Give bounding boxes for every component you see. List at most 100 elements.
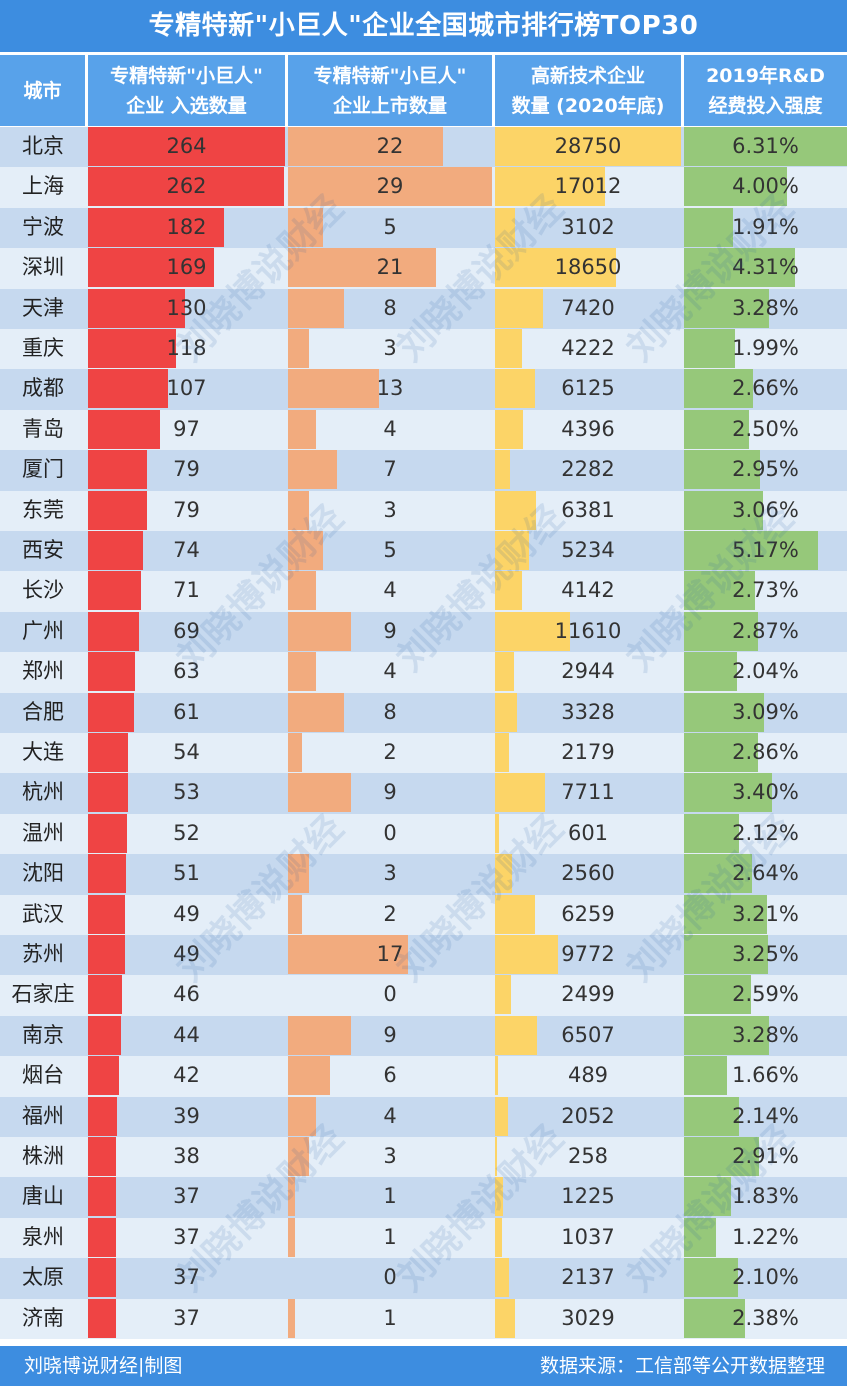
listed-cell: 8: [288, 692, 492, 732]
rd-value: 2.10%: [732, 1265, 799, 1290]
hightech-value: 4222: [561, 336, 615, 360]
hightech-cell: 6381: [495, 490, 681, 530]
selected-bar: [88, 935, 125, 974]
rd-bar: [684, 207, 734, 247]
listed-value: 2: [383, 740, 397, 764]
rd-cell: 4.00%: [684, 167, 847, 207]
city-name: 太原: [22, 1265, 64, 1290]
rd-bar: [684, 773, 772, 813]
hightech-bar: [495, 409, 524, 449]
rd-bar: [684, 1096, 740, 1136]
footer-credit: 刘晓博说财经|制图: [24, 1355, 183, 1377]
listed-value: 2: [383, 901, 397, 926]
listed-cell: 2: [288, 894, 492, 934]
listed-bar: [288, 935, 408, 974]
selected-bar: [88, 531, 144, 570]
selected-cell: 38: [88, 1137, 285, 1176]
listed-cell: 4: [288, 409, 492, 449]
rd-value: 2.66%: [732, 376, 799, 401]
hightech-value: 2499: [561, 982, 615, 1007]
rd-value: 3.21%: [732, 901, 799, 926]
listed-bar: [288, 611, 352, 651]
hightech-cell: 2052: [495, 1096, 681, 1136]
city-name: 厦门: [22, 457, 64, 482]
listed-value: 0: [383, 982, 397, 1007]
selected-cell: 49: [88, 894, 285, 934]
listed-cell: 9: [288, 1015, 492, 1055]
selected-bar: [88, 490, 147, 530]
hightech-cell: 18650: [495, 248, 681, 288]
header-listed-line2: 企业上市数量: [332, 94, 447, 117]
listed-value: 4: [383, 1103, 397, 1128]
rd-value: 1.22%: [732, 1224, 799, 1249]
selected-value: 79: [173, 457, 200, 482]
rd-cell: 3.40%: [684, 773, 847, 813]
header-selected: 专精特新"小巨人" 企业 入选数量: [88, 55, 285, 126]
selected-value: 46: [173, 982, 200, 1007]
header-hightech-line1: 高新技术企业: [530, 64, 645, 87]
hightech-bar: [495, 1217, 502, 1257]
selected-cell: 42: [88, 1056, 285, 1096]
hightech-bar: [495, 611, 571, 651]
rd-cell: 2.10%: [684, 1258, 847, 1298]
city-name: 杭州: [22, 780, 64, 805]
rd-value: 6.31%: [732, 134, 799, 158]
header-hightech-line2: 数量 (2020年底): [511, 94, 665, 117]
hightech-bar: [495, 369, 535, 409]
listed-bar: [288, 1137, 310, 1176]
hightech-cell: 6259: [495, 894, 681, 934]
city-name: 沈阳: [22, 861, 64, 886]
selected-bar: [88, 773, 128, 813]
listed-bar: [288, 1298, 296, 1338]
table-row: 东莞 79 3 6381 3.06%: [0, 490, 847, 531]
selected-cell: 37: [88, 1298, 285, 1338]
selected-value: 51: [173, 861, 200, 886]
rd-cell: 3.09%: [684, 692, 847, 732]
selected-bar: [88, 1137, 117, 1176]
rd-bar: [684, 935, 768, 974]
table-row: 合肥 61 8 3328 3.09%: [0, 692, 847, 733]
city-name: 东莞: [22, 497, 64, 522]
selected-cell: 51: [88, 854, 285, 894]
listed-cell: 0: [288, 975, 492, 1014]
selected-cell: 52: [88, 813, 285, 853]
rd-cell: 5.17%: [684, 531, 847, 570]
selected-cell: 118: [88, 329, 285, 368]
hightech-cell: 258: [495, 1137, 681, 1176]
city-name: 天津: [22, 295, 64, 320]
listed-cell: 2: [288, 733, 492, 772]
hightech-cell: 7420: [495, 288, 681, 328]
rd-bar: [684, 1137, 760, 1176]
listed-value: 3: [383, 861, 397, 886]
hightech-cell: 1225: [495, 1177, 681, 1217]
listed-cell: 8: [288, 288, 492, 328]
city-name: 温州: [22, 820, 64, 845]
listed-value: 0: [383, 1265, 397, 1290]
header-city-label: 城市: [23, 79, 62, 102]
selected-value: 53: [173, 780, 200, 805]
rd-bar: [684, 894, 767, 934]
selected-bar: [88, 248, 215, 288]
listed-bar: [288, 127, 443, 166]
rd-value: 2.95%: [732, 457, 799, 482]
rd-cell: 2.14%: [684, 1096, 847, 1136]
rd-value: 1.99%: [732, 336, 799, 360]
table-row: 烟台 42 6 489 1.66%: [0, 1056, 847, 1097]
hightech-value: 3328: [561, 699, 615, 724]
hightech-bar: [495, 1137, 497, 1176]
selected-cell: 37: [88, 1258, 285, 1298]
hightech-value: 2944: [561, 659, 615, 684]
hightech-bar: [495, 531, 529, 570]
hightech-value: 6125: [561, 376, 615, 401]
table-row: 广州 69 9 11610 2.87%: [0, 611, 847, 653]
rd-cell: 3.28%: [684, 288, 847, 328]
listed-value: 0: [383, 820, 397, 845]
hightech-value: 601: [567, 820, 609, 845]
rd-value: 2.04%: [732, 659, 799, 684]
table-row: 重庆 118 3 4222 1.99%: [0, 329, 847, 370]
listed-cell: 5: [288, 207, 492, 247]
selected-cell: 54: [88, 733, 285, 772]
selected-cell: 169: [88, 248, 285, 288]
header-selected-line2: 企业 入选数量: [126, 94, 247, 117]
selected-cell: 74: [88, 531, 285, 570]
